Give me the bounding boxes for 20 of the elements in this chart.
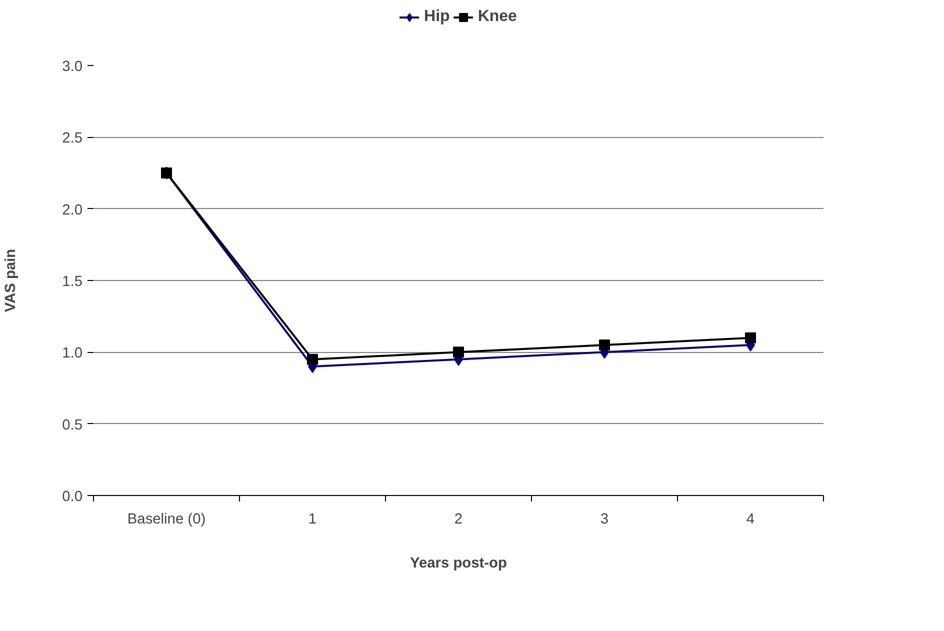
y-tick-label: 3.0 <box>62 59 82 75</box>
x-tick-label: 1 <box>308 512 317 528</box>
x-tick-label: 4 <box>746 512 755 528</box>
y-tick-label: 0.0 <box>62 489 82 505</box>
y-tick-label: 1.5 <box>62 274 82 290</box>
y-axis-title: VAS pain <box>3 248 20 312</box>
legend-label: Knee <box>478 8 517 26</box>
point <box>307 354 318 365</box>
point <box>453 346 464 358</box>
y-tick-label: 2.0 <box>62 202 82 218</box>
y-tick-label: 1.0 <box>62 346 82 362</box>
point <box>599 340 610 350</box>
point <box>745 332 756 344</box>
y-tick-label: 2.5 <box>62 130 82 147</box>
x-tick-label: 3 <box>600 512 609 528</box>
legend-label: Hip <box>424 8 450 26</box>
x-axis-title: Years post-op <box>410 556 508 572</box>
y-tick-label: 0.5 <box>62 417 82 434</box>
x-tick-label: 2 <box>454 512 463 528</box>
x-tick-label: Baseline (0) <box>127 512 206 528</box>
